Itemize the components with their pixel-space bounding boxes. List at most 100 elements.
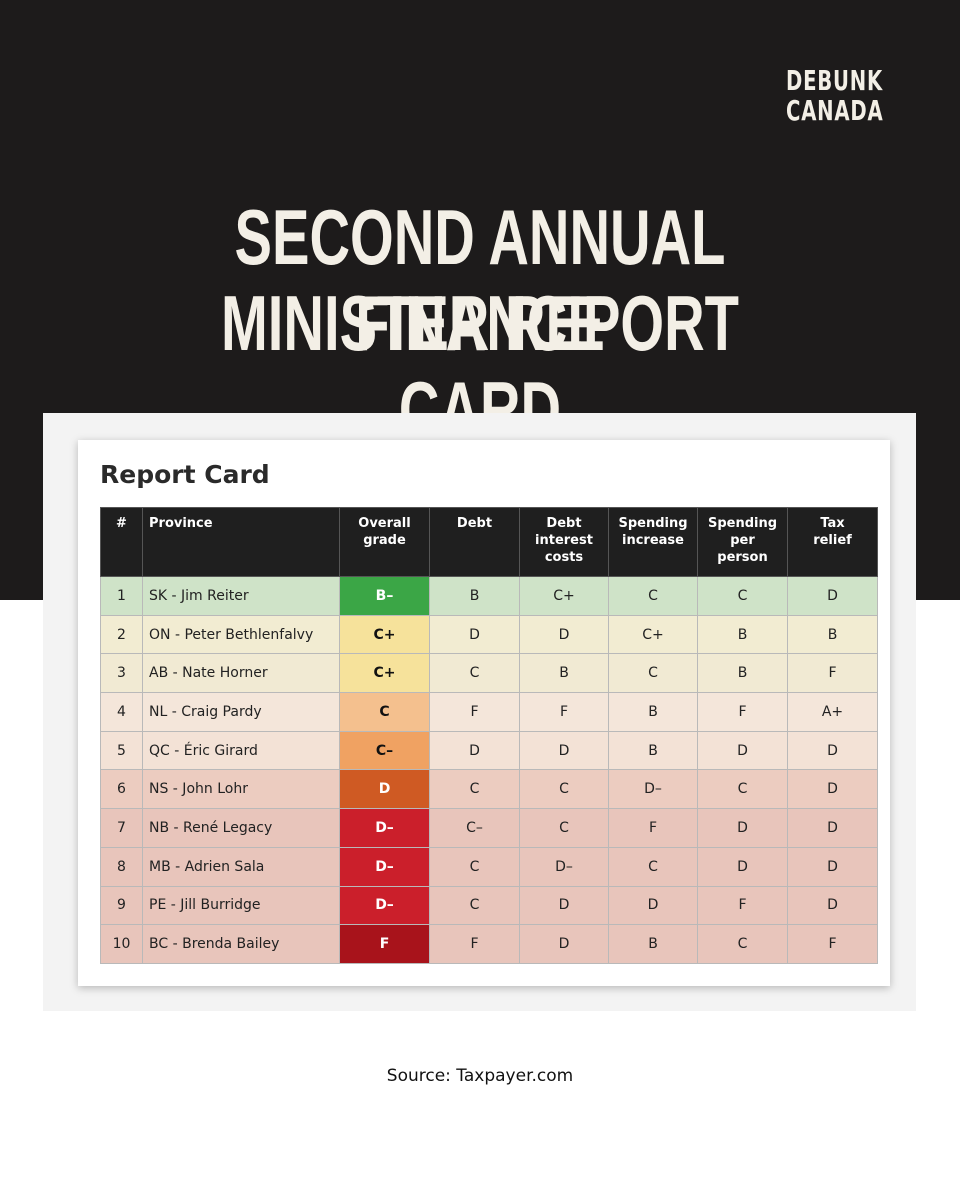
table-cell: 2 xyxy=(100,614,143,655)
table-cell: D xyxy=(697,846,788,887)
overall-grade: C+ xyxy=(339,653,430,694)
table-row: 8 MB - Adrien Sala D– C D– C D D xyxy=(100,846,878,887)
brand: DEBUNK CANADA xyxy=(786,66,883,126)
table-cell: BC - Brenda Bailey xyxy=(142,924,340,964)
table-cell: NB - René Legacy xyxy=(142,808,340,848)
table-cell: C xyxy=(608,576,698,616)
table-cell: C xyxy=(608,846,698,887)
overall-grade: F xyxy=(339,924,430,964)
overall-grade: C+ xyxy=(339,614,430,655)
table-cell: F xyxy=(697,692,788,732)
table-cell: D xyxy=(787,808,878,848)
table-cell: B xyxy=(519,653,609,694)
table-cell: 5 xyxy=(100,730,143,771)
overall-grade: C– xyxy=(339,730,430,771)
table-cell: D xyxy=(787,769,878,810)
table-cell: D xyxy=(429,730,520,771)
table-cell: C xyxy=(429,769,520,810)
table-cell: MB - Adrien Sala xyxy=(142,846,340,887)
report-table: # Province Overall grade Debt Debt interest … xyxy=(100,507,878,964)
table-cell: 1 xyxy=(100,576,143,616)
table-cell: C xyxy=(519,808,609,848)
table-cell: A+ xyxy=(787,692,878,732)
table-cell: NS - John Lohr xyxy=(142,769,340,810)
table-cell: F xyxy=(429,924,520,964)
overall-grade: D xyxy=(339,769,430,810)
table-cell: F xyxy=(519,692,609,732)
table-cell: C xyxy=(608,653,698,694)
source: Source: Taxpayer.com xyxy=(386,1066,574,1086)
table-cell: C+ xyxy=(519,576,609,616)
table-cell: B xyxy=(608,924,698,964)
column-header: Overall grade xyxy=(339,507,430,577)
table-row: 3 AB - Nate Horner C+ C B C B F xyxy=(100,653,878,694)
overall-grade: D– xyxy=(339,808,430,848)
table-cell: C xyxy=(697,769,788,810)
column-header: Spending per person xyxy=(697,507,788,577)
table-cell: B xyxy=(697,614,788,655)
table-cell: 7 xyxy=(100,808,143,848)
table-row: 6 NS - John Lohr D C C D– C D xyxy=(100,769,878,810)
table-cell: C xyxy=(697,576,788,616)
table-cell: 8 xyxy=(100,846,143,887)
table-cell: D xyxy=(787,885,878,926)
column-header: Tax relief xyxy=(787,507,878,577)
table-cell: C xyxy=(697,924,788,964)
table-cell: D xyxy=(697,808,788,848)
table-cell: C– xyxy=(429,808,520,848)
table-cell: D xyxy=(608,885,698,926)
brand-line: CANADA xyxy=(786,94,884,127)
table-cell: C+ xyxy=(608,614,698,655)
table-cell: D xyxy=(519,730,609,771)
table-cell: 6 xyxy=(100,769,143,810)
table-row: 5 QC - Éric Girard C– D D B D D xyxy=(100,730,878,771)
table-cell: D xyxy=(787,576,878,616)
card: Report Card # Province Overall grade Debt De… xyxy=(78,440,890,986)
table-row: 2 ON - Peter Bethlenfalvy C+ D D C+ B B xyxy=(100,614,878,655)
table-cell: 4 xyxy=(100,692,143,732)
table-cell: SK - Jim Reiter xyxy=(142,576,340,616)
overall-grade: D– xyxy=(339,846,430,887)
table-cell: AB - Nate Horner xyxy=(142,653,340,694)
table-cell: C xyxy=(519,769,609,810)
overall-grade: D– xyxy=(339,885,430,926)
table-cell: F xyxy=(787,653,878,694)
title: MINISTER REPORT CARD xyxy=(221,279,739,453)
table-cell: D– xyxy=(608,769,698,810)
table-cell: C xyxy=(429,846,520,887)
table-cell: B xyxy=(608,730,698,771)
overall-grade: C xyxy=(339,692,430,732)
table-cell: ON - Peter Bethlenfalvy xyxy=(142,614,340,655)
table-cell: F xyxy=(787,924,878,964)
table-cell: D xyxy=(519,924,609,964)
table-cell: NL - Craig Pardy xyxy=(142,692,340,732)
card-title: Report Card xyxy=(100,460,270,489)
table-cell: B xyxy=(608,692,698,732)
table-row: 7 NB - René Legacy D– C– C F D D xyxy=(100,808,878,848)
table-cell: D xyxy=(519,885,609,926)
table-cell: D– xyxy=(519,846,609,887)
table-cell: C xyxy=(429,653,520,694)
table-cell: 10 xyxy=(100,924,143,964)
table-cell: 3 xyxy=(100,653,143,694)
table-row: 9 PE - Jill Burridge D– C D D F D xyxy=(100,885,878,926)
table-cell: B xyxy=(429,576,520,616)
title: SECOND ANNUAL FINANCE xyxy=(234,193,726,367)
table-row: 1 SK - Jim Reiter B– B C+ C C D xyxy=(100,576,878,616)
column-header: Spending increase xyxy=(608,507,698,577)
table-cell: B xyxy=(787,614,878,655)
column-header: Debt xyxy=(429,507,520,577)
table-cell: D xyxy=(519,614,609,655)
table-row: 10 BC - Brenda Bailey F F D B C F xyxy=(100,924,878,964)
table-cell: D xyxy=(697,730,788,771)
brand-line: DEBUNK xyxy=(786,64,884,97)
column-header: Province xyxy=(142,507,340,577)
table-cell: F xyxy=(608,808,698,848)
table-row: 4 NL - Craig Pardy C F F B F A+ xyxy=(100,692,878,732)
table-cell: QC - Éric Girard xyxy=(142,730,340,771)
table-cell: F xyxy=(697,885,788,926)
table-cell: F xyxy=(429,692,520,732)
overall-grade: B– xyxy=(339,576,430,616)
table-cell: B xyxy=(697,653,788,694)
